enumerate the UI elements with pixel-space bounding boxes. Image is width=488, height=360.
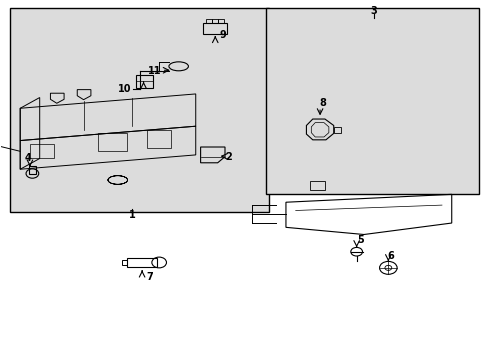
Bar — [30, 144, 54, 158]
Text: 8: 8 — [319, 98, 325, 108]
Text: 1: 1 — [129, 210, 136, 220]
Bar — [206, 19, 212, 23]
Bar — [10, 8, 268, 212]
Text: 6: 6 — [386, 251, 393, 261]
Bar — [122, 260, 127, 265]
Text: 4: 4 — [24, 153, 31, 163]
Text: 7: 7 — [146, 272, 152, 282]
Text: 11: 11 — [147, 66, 161, 76]
Text: 3: 3 — [369, 6, 376, 16]
Bar — [203, 23, 227, 34]
Bar — [212, 19, 218, 23]
Text: 2: 2 — [225, 152, 232, 162]
Bar — [29, 166, 36, 174]
Bar — [127, 258, 157, 267]
Bar — [218, 19, 224, 23]
Bar — [310, 181, 325, 190]
Text: 10: 10 — [118, 84, 131, 94]
Bar — [136, 75, 153, 88]
Text: 9: 9 — [219, 31, 225, 40]
Bar — [98, 134, 127, 151]
Bar — [147, 130, 171, 148]
Bar — [333, 127, 340, 133]
Text: 5: 5 — [356, 235, 363, 245]
Bar — [266, 8, 478, 194]
